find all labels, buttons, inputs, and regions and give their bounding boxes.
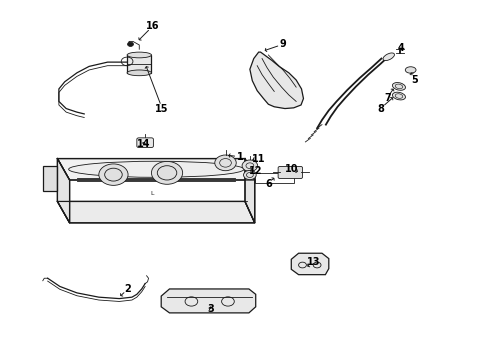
- Circle shape: [151, 161, 183, 184]
- Polygon shape: [127, 55, 151, 73]
- Text: 8: 8: [377, 104, 384, 113]
- Text: 5: 5: [411, 75, 418, 85]
- Text: 2: 2: [124, 284, 131, 294]
- Text: 15: 15: [155, 104, 169, 113]
- Ellipse shape: [392, 92, 406, 100]
- Circle shape: [244, 170, 256, 180]
- Bar: [255, 173, 294, 183]
- Text: 3: 3: [208, 303, 214, 314]
- Text: 6: 6: [265, 179, 272, 189]
- Polygon shape: [43, 166, 57, 191]
- Text: 9: 9: [280, 39, 286, 49]
- Ellipse shape: [383, 53, 394, 60]
- Text: 12: 12: [249, 166, 263, 176]
- Polygon shape: [250, 52, 303, 109]
- Text: 4: 4: [397, 43, 404, 53]
- FancyBboxPatch shape: [278, 166, 302, 179]
- Ellipse shape: [392, 82, 406, 90]
- Text: 7: 7: [384, 93, 391, 103]
- Polygon shape: [57, 158, 70, 223]
- Text: 11: 11: [252, 154, 266, 163]
- Circle shape: [127, 42, 133, 46]
- Text: 14: 14: [137, 139, 150, 149]
- Polygon shape: [245, 158, 255, 223]
- Ellipse shape: [405, 67, 416, 73]
- Circle shape: [99, 164, 128, 185]
- Text: 13: 13: [306, 257, 320, 267]
- Polygon shape: [161, 289, 256, 313]
- Text: L: L: [151, 191, 154, 196]
- Polygon shape: [57, 202, 255, 223]
- Circle shape: [215, 155, 236, 171]
- Ellipse shape: [127, 52, 151, 58]
- Ellipse shape: [127, 70, 151, 76]
- Circle shape: [242, 160, 258, 171]
- Text: 1: 1: [237, 152, 244, 162]
- Ellipse shape: [69, 161, 244, 177]
- Polygon shape: [291, 253, 329, 275]
- Text: 16: 16: [146, 21, 159, 31]
- Polygon shape: [57, 158, 255, 180]
- Text: 10: 10: [285, 164, 298, 174]
- FancyBboxPatch shape: [137, 138, 153, 148]
